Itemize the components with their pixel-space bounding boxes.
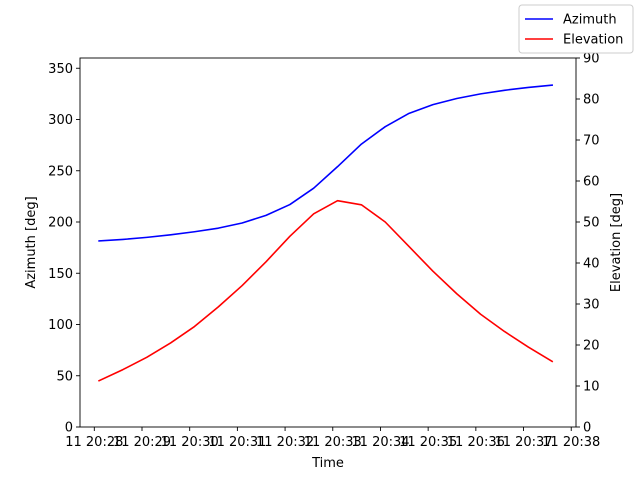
y-left-tick-label: 100	[48, 318, 73, 333]
y-right-tick-label: 0	[583, 421, 591, 436]
y-right-tick-label: 50	[583, 216, 600, 231]
legend-box	[518, 4, 634, 54]
x-tick-label: 11 20:33	[304, 435, 362, 450]
y-right-tick-label: 90	[583, 52, 600, 67]
y-right-tick-label: 40	[583, 257, 600, 272]
x-tick-label: 11 20:30	[161, 435, 219, 450]
series-line-elevation	[98, 199, 554, 382]
y-axis-right-title: Elevation [deg]	[609, 193, 624, 292]
y-left-tick-label: 150	[48, 267, 73, 282]
x-axis-title: Time	[311, 456, 344, 471]
x-tick-label: 11 20:37	[494, 435, 552, 450]
y-left-tick-label: 300	[48, 113, 73, 128]
x-tick-label: 11 20:29	[113, 435, 171, 450]
y-left-tick-label: 50	[56, 369, 73, 384]
legend-label-azimuth: Azimuth	[563, 13, 617, 28]
y-left-tick-label: 250	[48, 164, 73, 179]
x-tick-label: 11 20:38	[542, 435, 600, 450]
x-tick-label: 11 20:36	[447, 435, 505, 450]
x-tick-label: 11 20:35	[399, 435, 457, 450]
y-right-tick-label: 80	[583, 93, 600, 108]
y-axis-left-title: Azimuth [deg]	[24, 196, 39, 288]
x-tick-label: 11 20:34	[351, 435, 409, 450]
x-tick-label: 11 20:32	[256, 435, 314, 450]
series-line-azimuth	[98, 84, 554, 242]
plot-frame	[79, 57, 577, 428]
y-left-tick-label: 0	[65, 421, 73, 436]
y-right-tick-label: 70	[583, 134, 600, 149]
x-tick-label: 11 20:31	[208, 435, 266, 450]
y-left-tick-label: 350	[48, 62, 73, 77]
x-tick-label: 11 20:28	[65, 435, 123, 450]
legend-label-elevation: Elevation	[563, 33, 623, 48]
y-right-tick-label: 60	[583, 175, 600, 190]
y-right-tick-label: 10	[583, 380, 600, 395]
y-right-tick-label: 20	[583, 339, 600, 354]
y-right-tick-label: 30	[583, 298, 600, 313]
y-left-tick-label: 200	[48, 216, 73, 231]
